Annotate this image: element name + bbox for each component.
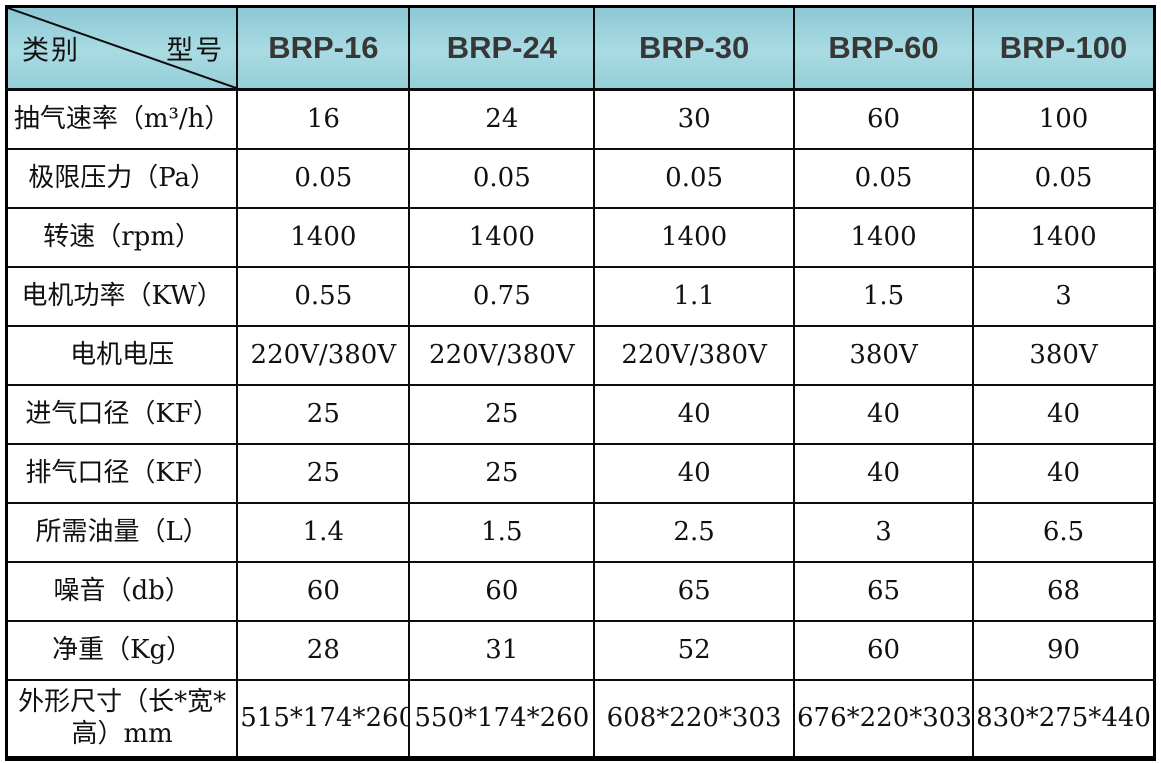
table-cell: 1400 <box>792 206 975 268</box>
table-cell: 1400 <box>593 206 795 268</box>
table-cell: 608*220*303 <box>593 678 795 760</box>
table-row-ultimate-pressure: 极限压力（Pa） 0.05 0.05 0.05 0.05 0.05 <box>5 147 1156 209</box>
table-cell: 1400 <box>236 206 411 268</box>
table-cell: 380V <box>972 324 1156 386</box>
table-cell: 1.1 <box>593 265 795 327</box>
table-cell: 65 <box>792 560 975 622</box>
table-row-exhaust-diameter: 排气口径（KF） 25 25 40 40 40 <box>5 442 1156 504</box>
table-cell: 0.05 <box>792 147 975 209</box>
column-header-brp-30: BRP-30 <box>593 5 795 91</box>
table-cell: 31 <box>408 619 596 681</box>
table-cell: 60 <box>792 88 975 150</box>
table-row-net-weight: 净重（Kg） 28 31 52 60 90 <box>5 619 1156 681</box>
table-row-dimensions: 外形尺寸（长*宽*高）mm 515*174*260 550*174*260 60… <box>5 678 1156 760</box>
table-cell: 25 <box>236 442 411 504</box>
table-cell: 25 <box>408 442 596 504</box>
table-cell: 380V <box>792 324 975 386</box>
row-label: 转速（rpm） <box>5 206 239 268</box>
table-cell: 3 <box>792 501 975 563</box>
table-cell: 1.5 <box>792 265 975 327</box>
table-cell: 100 <box>972 88 1156 150</box>
table-cell: 0.75 <box>408 265 596 327</box>
table-cell: 60 <box>408 560 596 622</box>
table-cell: 0.05 <box>972 147 1156 209</box>
table-cell: 52 <box>593 619 795 681</box>
table-cell: 25 <box>408 383 596 445</box>
table-cell: 40 <box>972 442 1156 504</box>
row-label: 电机功率（KW） <box>5 265 239 327</box>
table-cell: 25 <box>236 383 411 445</box>
row-label: 外形尺寸（长*宽*高）mm <box>5 678 239 760</box>
column-header-brp-24: BRP-24 <box>408 5 596 91</box>
table-cell: 68 <box>972 560 1156 622</box>
table-cell: 90 <box>972 619 1156 681</box>
row-label: 极限压力（Pa） <box>5 147 239 209</box>
table-cell: 24 <box>408 88 596 150</box>
table-cell: 1400 <box>972 206 1156 268</box>
table-row-oil-capacity: 所需油量（L） 1.4 1.5 2.5 3 6.5 <box>5 501 1156 563</box>
table-cell: 1.4 <box>236 501 411 563</box>
table-cell: 1.5 <box>408 501 596 563</box>
row-label: 净重（Kg） <box>5 619 239 681</box>
table-cell: 60 <box>236 560 411 622</box>
column-header-brp-16: BRP-16 <box>236 5 411 91</box>
table-cell: 220V/380V <box>408 324 596 386</box>
table-cell: 60 <box>792 619 975 681</box>
table-cell: 28 <box>236 619 411 681</box>
table-cell: 40 <box>792 383 975 445</box>
table-row-motor-voltage: 电机电压 220V/380V 220V/380V 220V/380V 380V … <box>5 324 1156 386</box>
table-cell: 0.05 <box>236 147 411 209</box>
diagonal-divider-line <box>8 8 236 88</box>
table-cell: 40 <box>593 442 795 504</box>
table-cell: 515*174*260 <box>236 678 411 760</box>
row-label: 所需油量（L） <box>5 501 239 563</box>
row-label: 电机电压 <box>5 324 239 386</box>
table-row-inlet-diameter: 进气口径（KF） 25 25 40 40 40 <box>5 383 1156 445</box>
table-cell: 0.55 <box>236 265 411 327</box>
pump-spec-table: 型号 类别 BRP-16 BRP-24 BRP-30 BRP-60 BRP-10… <box>5 5 1156 761</box>
corner-label-category: 类别 <box>22 35 80 67</box>
table-cell: 6.5 <box>972 501 1156 563</box>
table-row-noise: 噪音（db） 60 60 65 65 68 <box>5 560 1156 622</box>
table-row-motor-power: 电机功率（KW） 0.55 0.75 1.1 1.5 3 <box>5 265 1156 327</box>
table-cell: 220V/380V <box>593 324 795 386</box>
table-cell: 40 <box>792 442 975 504</box>
table-row-rotation-speed: 转速（rpm） 1400 1400 1400 1400 1400 <box>5 206 1156 268</box>
corner-label-model: 型号 <box>166 35 225 67</box>
corner-cell: 型号 类别 <box>5 5 239 91</box>
table-cell: 16 <box>236 88 411 150</box>
table-cell: 830*275*440 <box>972 678 1156 760</box>
table-cell: 40 <box>593 383 795 445</box>
table-cell: 3 <box>972 265 1156 327</box>
row-label: 排气口径（KF） <box>5 442 239 504</box>
table-cell: 65 <box>593 560 795 622</box>
table-cell: 0.05 <box>408 147 596 209</box>
row-label: 抽气速率（m³/h） <box>5 88 239 150</box>
table-cell: 220V/380V <box>236 324 411 386</box>
table-cell: 550*174*260 <box>408 678 596 760</box>
row-label: 噪音（db） <box>5 560 239 622</box>
table-cell: 40 <box>972 383 1156 445</box>
table-cell: 30 <box>593 88 795 150</box>
table-row-pumping-speed: 抽气速率（m³/h） 16 24 30 60 100 <box>5 88 1156 150</box>
table-cell: 676*220*303 <box>792 678 975 760</box>
header-row: 型号 类别 BRP-16 BRP-24 BRP-30 BRP-60 BRP-10… <box>5 5 1156 91</box>
table-cell: 0.05 <box>593 147 795 209</box>
row-label: 进气口径（KF） <box>5 383 239 445</box>
column-header-brp-60: BRP-60 <box>792 5 975 91</box>
table-cell: 2.5 <box>593 501 795 563</box>
column-header-brp-100: BRP-100 <box>972 5 1156 91</box>
table-cell: 1400 <box>408 206 596 268</box>
